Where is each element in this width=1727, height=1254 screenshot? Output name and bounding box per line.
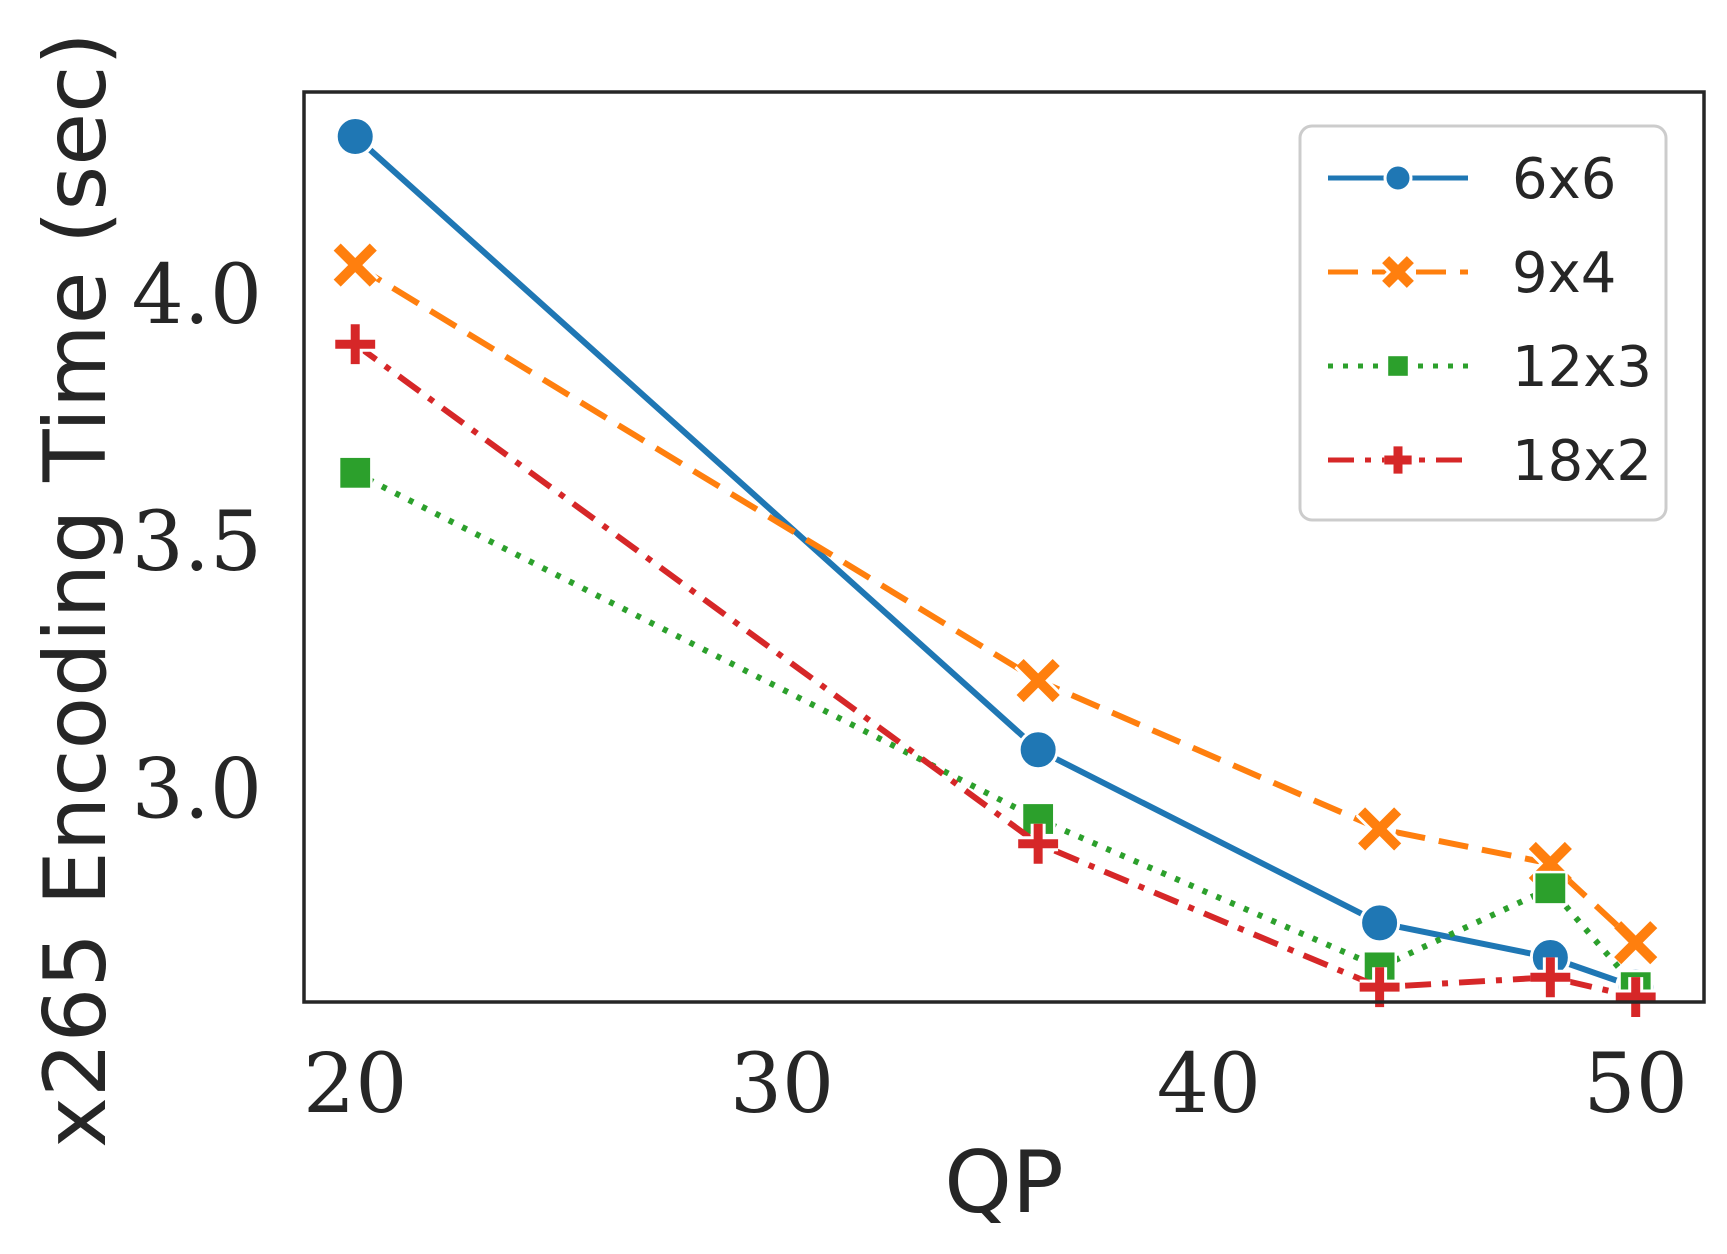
y-tick-label: 4.0 [132, 248, 262, 343]
data-point-9x4-1 [1014, 656, 1062, 705]
x-tick-labels: 20 30 40 50 [303, 1037, 1688, 1132]
data-point-18x2-1 [1018, 823, 1059, 864]
series-9x4 [331, 241, 1660, 967]
y-axis-label: x265 Encoding Time (sec) [26, 32, 126, 1148]
series-line-12x3 [353, 470, 1638, 990]
legend-label-18x2: 18x2 [1512, 429, 1652, 494]
series-line-18x2 [353, 341, 1637, 1000]
legend-marker-18x2 [1384, 446, 1412, 474]
x-tick-label: 50 [1584, 1037, 1688, 1132]
data-point-9x4-4 [1612, 918, 1660, 967]
legend-item-12x3: 12x3 [1328, 335, 1652, 400]
legend-marker-12x3 [1385, 353, 1411, 379]
y-tick-label: 3.5 [132, 495, 262, 590]
x-tick-label: 30 [730, 1037, 834, 1132]
x-tick-label: 20 [303, 1037, 407, 1132]
data-point-12x3-0 [337, 455, 373, 491]
data-point-18x2-4 [1615, 977, 1656, 1017]
data-point-6x6-0 [334, 116, 376, 158]
legend: 6x6 9x4 12x3 18x2 [1298, 124, 1668, 522]
legend-item-6x6: 6x6 [1328, 147, 1616, 212]
legend-item-9x4: 9x4 [1328, 241, 1616, 306]
data-point-9x4-2 [1355, 805, 1404, 853]
series-18x2 [335, 324, 1656, 1017]
x-tick-label: 40 [1157, 1037, 1261, 1132]
legend-label-6x6: 6x6 [1512, 147, 1616, 212]
data-point-6x6-1 [1017, 729, 1059, 771]
data-point-9x4-0 [331, 241, 379, 289]
legend-label-12x3: 12x3 [1512, 335, 1652, 400]
y-tick-labels: 3.0 3.5 4.0 [132, 248, 262, 838]
x-axis-label: QP [944, 1133, 1064, 1233]
plot-frame [302, 90, 1706, 1004]
data-point-18x2-3 [1530, 957, 1571, 998]
data-point-18x2-0 [335, 324, 376, 365]
legend-frame [1298, 124, 1668, 522]
series-layer [331, 116, 1660, 1017]
legend-label-9x4: 9x4 [1512, 241, 1616, 306]
legend-item-18x2: 18x2 [1328, 429, 1652, 494]
legend-marker-6x6 [1383, 163, 1413, 193]
data-point-6x6-2 [1359, 902, 1401, 944]
data-point-12x3-3 [1532, 870, 1568, 906]
y-tick-label: 3.0 [132, 742, 262, 837]
legend-items: 6x6 9x4 12x3 18x2 [1328, 147, 1652, 494]
legend-marker-9x4 [1379, 253, 1417, 291]
